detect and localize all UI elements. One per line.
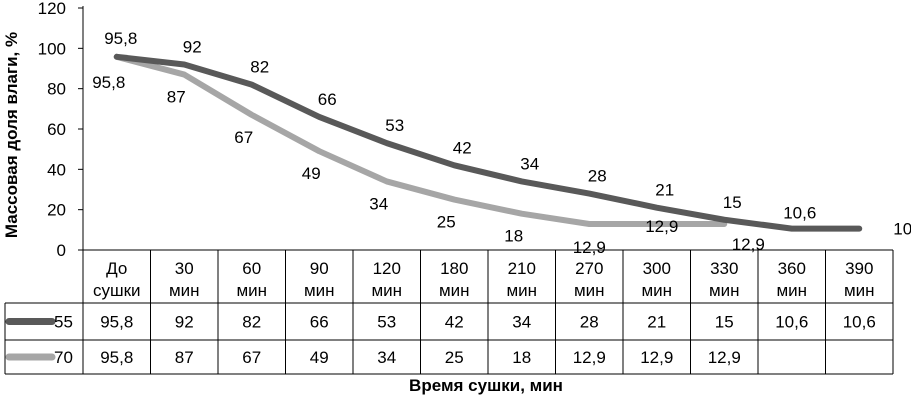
- table-cell-value: 21: [647, 313, 666, 332]
- data-label-55: 42: [453, 138, 472, 157]
- category-label: 270: [575, 259, 603, 278]
- data-label-70: 67: [234, 128, 253, 147]
- y-tick-label: 0: [57, 241, 66, 260]
- category-label: 90: [310, 259, 329, 278]
- table-cell-value: 82: [242, 313, 261, 332]
- data-label-70: 18: [504, 227, 523, 246]
- table-cell-value: 10,6: [775, 313, 808, 332]
- data-label-55: 10,6: [783, 204, 816, 223]
- y-axis-title: Массовая доля влаги, %: [2, 32, 21, 238]
- data-label-70: 87: [167, 88, 186, 107]
- data-label-55: 92: [183, 37, 202, 56]
- y-axis: 0 20 40 60 80 100 120: [38, 0, 84, 260]
- data-label-55: 21: [655, 181, 674, 200]
- table-cell-value: 95,8: [100, 348, 133, 367]
- category-label: мин: [169, 281, 200, 300]
- data-label-70: 12,9: [645, 217, 678, 236]
- category-label: 300: [643, 259, 671, 278]
- series-lines: [113, 53, 863, 232]
- legend-label: 55: [54, 313, 73, 332]
- table-cell-value: 53: [377, 313, 396, 332]
- data-label-55: 10,6: [893, 220, 911, 239]
- series-line-70: [113, 53, 728, 227]
- data-label-55: 66: [318, 90, 337, 109]
- series-line-55: [113, 53, 863, 232]
- table-cell-value: 49: [310, 348, 329, 367]
- category-label: 360: [778, 259, 806, 278]
- table-cell-value: 15: [715, 313, 734, 332]
- category-label: 180: [440, 259, 468, 278]
- table-cell-value: 25: [445, 348, 464, 367]
- y-tick-label: 40: [47, 160, 66, 179]
- table-cell-value: 12,9: [708, 348, 741, 367]
- table-cell-value: 12,9: [573, 348, 606, 367]
- data-label-70: 95,8: [92, 73, 125, 92]
- category-label: сушки: [93, 281, 141, 300]
- data-label-70: 34: [369, 194, 388, 213]
- category-label: мин: [236, 281, 267, 300]
- y-tick-label: 60: [47, 120, 66, 139]
- category-label: мин: [304, 281, 335, 300]
- data-label-55: 34: [520, 154, 539, 173]
- x-axis-title: Время сушки, мин: [409, 376, 563, 395]
- category-label: 30: [175, 259, 194, 278]
- category-label: мин: [709, 281, 740, 300]
- data-label-70: 49: [302, 164, 321, 183]
- y-tick-label: 100: [38, 39, 66, 58]
- category-label: 330: [710, 259, 738, 278]
- data-label-70: 12,9: [573, 238, 606, 257]
- data-table: До сушки 30 мин 60 мин 90 мин 120 мин 180 мин 210 мин…: [4, 249, 894, 375]
- category-label: До: [106, 259, 127, 278]
- table-cell-value: 42: [445, 313, 464, 332]
- table-cell-value: 12,9: [640, 348, 673, 367]
- category-label: мин: [439, 281, 470, 300]
- table-cell-value: 34: [512, 313, 531, 332]
- category-label: мин: [506, 281, 537, 300]
- data-label-55: 95,8: [104, 29, 137, 48]
- category-label: мин: [371, 281, 402, 300]
- category-label: 60: [242, 259, 261, 278]
- table-cell-value: 18: [512, 348, 531, 367]
- category-label: 390: [845, 259, 873, 278]
- category-label: мин: [844, 281, 875, 300]
- data-label-55: 82: [250, 58, 269, 77]
- table-cell-value: 34: [377, 348, 396, 367]
- data-label-55: 28: [588, 167, 607, 186]
- category-label: мин: [574, 281, 605, 300]
- table-cell-value: 10,6: [843, 313, 876, 332]
- table-cell-value: 66: [310, 313, 329, 332]
- y-tick-label: 120: [38, 0, 66, 18]
- y-tick-label: 20: [47, 201, 66, 220]
- legend-label: 70: [54, 348, 73, 367]
- data-label-70: 12,9: [732, 235, 765, 254]
- data-label-70: 25: [437, 213, 456, 232]
- category-label: 210: [508, 259, 536, 278]
- table-cell-value: 95,8: [100, 313, 133, 332]
- category-label: мин: [641, 281, 672, 300]
- table-cell-value: 92: [175, 313, 194, 332]
- category-label: 120: [373, 259, 401, 278]
- table-cell-value: 67: [242, 348, 261, 367]
- data-label-55: 53: [385, 116, 404, 135]
- category-label: мин: [776, 281, 807, 300]
- data-label-55: 15: [723, 193, 742, 212]
- table-cell-value: 28: [580, 313, 599, 332]
- data-labels: 95,8 92 82 66 53 42 34 28 21 15 10,6 10,6 95,8 87 67 49…: [92, 29, 911, 257]
- table-cell-value: 87: [175, 348, 194, 367]
- y-tick-label: 80: [47, 80, 66, 99]
